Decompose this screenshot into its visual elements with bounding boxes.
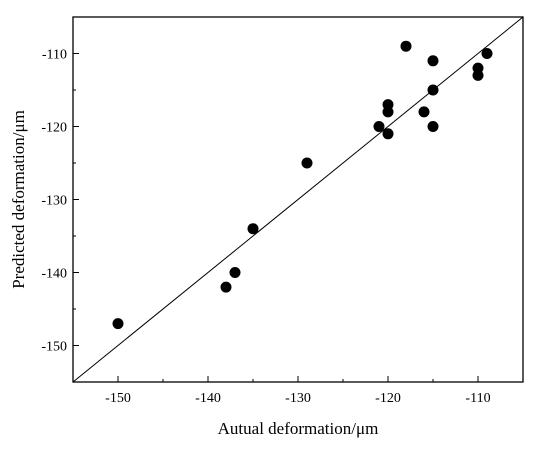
- plot-frame: [72, 16, 524, 383]
- data-point: [418, 106, 430, 118]
- reference-line: [72, 16, 524, 383]
- y-axis-title: Predicted deformation/μm: [9, 110, 28, 289]
- data-point: [427, 84, 439, 96]
- x-tick-label: -150: [105, 391, 131, 406]
- reference-line-layer: [72, 16, 524, 383]
- data-point: [427, 121, 439, 132]
- data-point: [220, 281, 232, 293]
- data-point: [427, 55, 439, 67]
- data-point: [382, 99, 394, 111]
- data-point: [301, 157, 313, 169]
- y-tick-label: -140: [41, 267, 67, 282]
- ticks-layer: -150 -140 -130 -120 -110 -150 -140 -130 -120 -110: [41, 16, 524, 406]
- x-tick-label: -120: [375, 391, 401, 406]
- data-point: [481, 48, 493, 59]
- data-point: [400, 40, 412, 52]
- data-point: [373, 121, 385, 132]
- y-tick-label: -120: [41, 121, 67, 136]
- data-points-layer: [112, 40, 493, 330]
- y-tick-label: -110: [42, 48, 67, 63]
- data-point: [112, 318, 124, 330]
- x-tick-label: -110: [465, 391, 490, 406]
- y-tick-label: -130: [41, 194, 67, 209]
- x-tick-label: -130: [285, 391, 311, 406]
- data-point: [382, 128, 394, 140]
- x-axis-title: Autual deformation/μm: [218, 419, 379, 438]
- y-tick-label: -150: [41, 340, 67, 355]
- x-tick-label: -140: [195, 391, 221, 406]
- data-point: [472, 62, 484, 74]
- data-point: [229, 267, 241, 278]
- data-point: [247, 223, 259, 235]
